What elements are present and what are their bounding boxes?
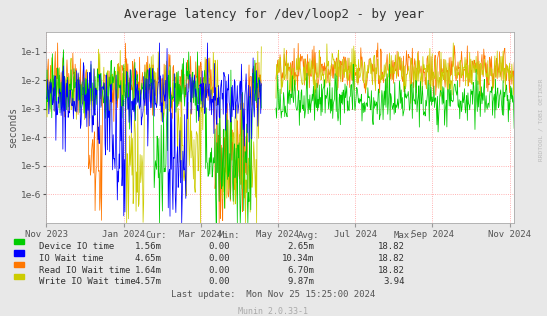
Text: 0.00: 0.00 <box>208 254 230 263</box>
Text: 18.82: 18.82 <box>378 242 405 251</box>
Text: Average latency for /dev/loop2 - by year: Average latency for /dev/loop2 - by year <box>124 8 423 21</box>
Text: 2.65m: 2.65m <box>288 242 315 251</box>
Text: 6.70m: 6.70m <box>288 266 315 275</box>
Text: 9.87m: 9.87m <box>288 277 315 286</box>
Text: 1.56m: 1.56m <box>135 242 161 251</box>
Text: Last update:  Mon Nov 25 15:25:00 2024: Last update: Mon Nov 25 15:25:00 2024 <box>171 290 376 299</box>
Text: 4.57m: 4.57m <box>135 277 161 286</box>
Text: 1.64m: 1.64m <box>135 266 161 275</box>
Text: 10.34m: 10.34m <box>282 254 315 263</box>
Text: 18.82: 18.82 <box>378 266 405 275</box>
Text: IO Wait time: IO Wait time <box>39 254 104 263</box>
Text: 3.94: 3.94 <box>383 277 405 286</box>
Text: Write IO Wait time: Write IO Wait time <box>39 277 136 286</box>
Text: 0.00: 0.00 <box>208 242 230 251</box>
Text: 4.65m: 4.65m <box>135 254 161 263</box>
Text: Device IO time: Device IO time <box>39 242 115 251</box>
Text: RRDTOOL / TOBI OETIKER: RRDTOOL / TOBI OETIKER <box>538 79 543 161</box>
Y-axis label: seconds: seconds <box>8 106 18 148</box>
Text: Max:: Max: <box>394 231 415 240</box>
Text: 0.00: 0.00 <box>208 266 230 275</box>
Text: Avg:: Avg: <box>298 231 319 240</box>
Text: Min:: Min: <box>219 231 240 240</box>
Text: Munin 2.0.33-1: Munin 2.0.33-1 <box>238 307 309 316</box>
Text: 18.82: 18.82 <box>378 254 405 263</box>
Text: 0.00: 0.00 <box>208 277 230 286</box>
Text: Cur:: Cur: <box>145 231 166 240</box>
Text: Read IO Wait time: Read IO Wait time <box>39 266 131 275</box>
